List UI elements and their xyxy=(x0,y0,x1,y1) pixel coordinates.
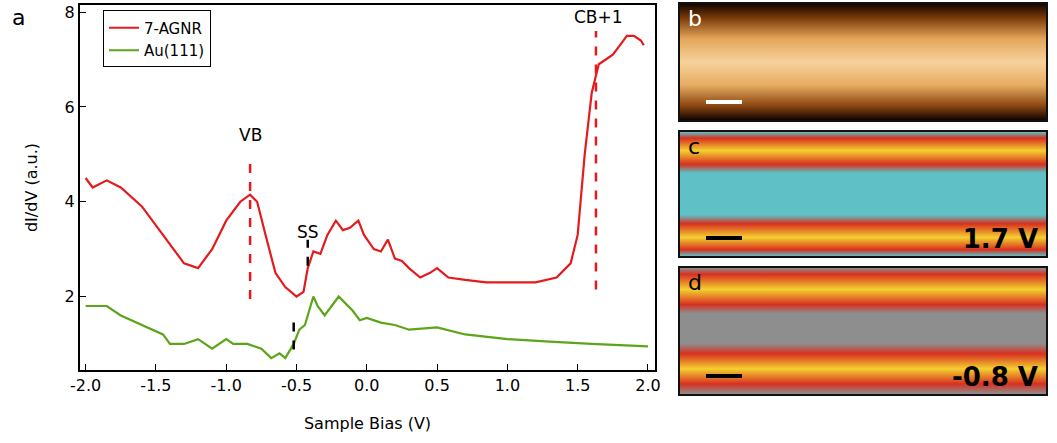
svg-text:Sample Bias (V): Sample Bias (V) xyxy=(304,414,431,433)
svg-text:VB: VB xyxy=(239,125,262,145)
svg-text:1.0: 1.0 xyxy=(495,376,520,395)
svg-text:CB+1: CB+1 xyxy=(574,7,623,27)
svg-text:1.5: 1.5 xyxy=(565,376,590,395)
svg-text:7-AGNR: 7-AGNR xyxy=(144,20,202,38)
html-text:d: d xyxy=(688,270,702,295)
svg-text:Au(111): Au(111) xyxy=(144,42,204,60)
html-text:c: c xyxy=(688,134,701,159)
svg-text:-2.0: -2.0 xyxy=(70,376,101,395)
svg-text:2: 2 xyxy=(65,287,75,306)
svg-text:0.5: 0.5 xyxy=(424,376,449,395)
html-text:1.7 V: 1.7 V xyxy=(962,224,1038,254)
html-text:-0.8 V: -0.8 V xyxy=(952,362,1038,392)
svg-text:-1.5: -1.5 xyxy=(140,376,171,395)
svg-text:a: a xyxy=(12,5,25,30)
svg-text:6: 6 xyxy=(65,98,75,117)
svg-text:2.0: 2.0 xyxy=(635,376,660,395)
svg-text:-1.0: -1.0 xyxy=(211,376,242,395)
svg-text:4: 4 xyxy=(65,192,75,211)
svg-text:8: 8 xyxy=(65,3,75,22)
svg-text:dI/dV (a.u.): dI/dV (a.u.) xyxy=(22,143,41,232)
svg-text:SS: SS xyxy=(297,222,319,242)
svg-text:0.0: 0.0 xyxy=(354,376,379,395)
html-text:b: b xyxy=(688,6,702,31)
svg-text:-0.5: -0.5 xyxy=(281,376,312,395)
